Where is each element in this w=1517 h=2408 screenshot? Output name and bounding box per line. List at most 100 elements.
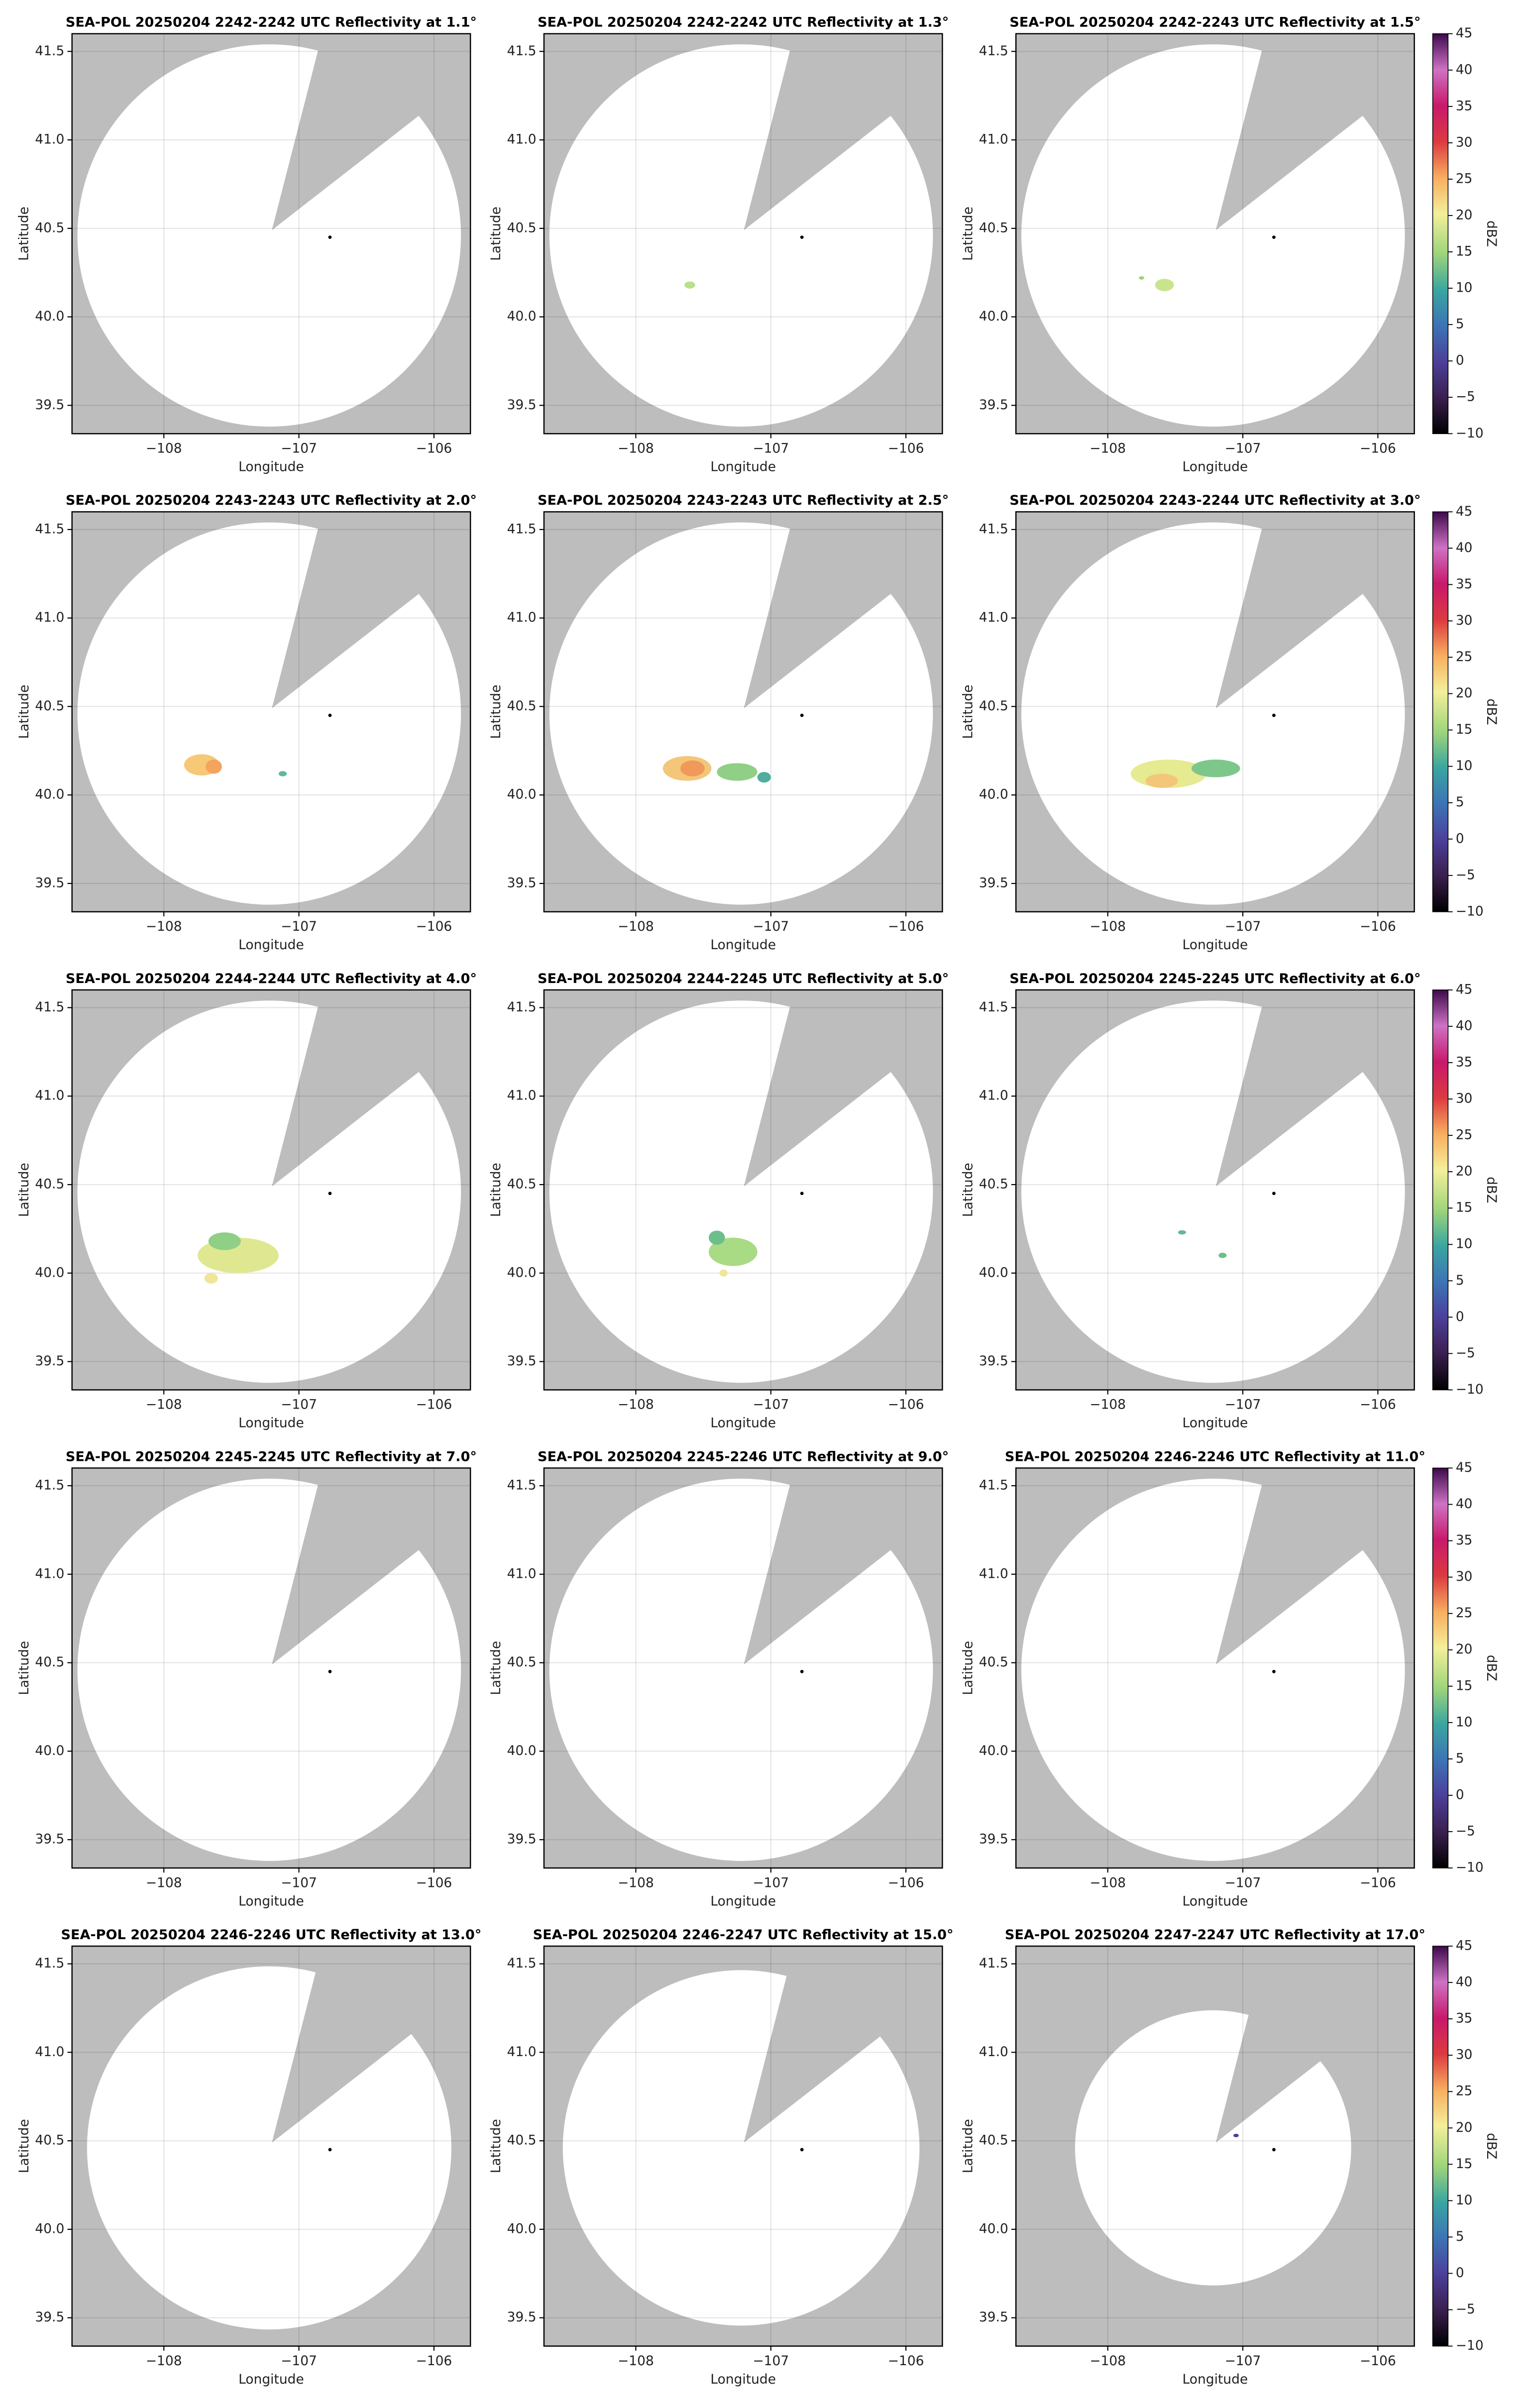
x-tick-label: −108 [1089, 919, 1126, 934]
y-axis-label: Latitude [960, 685, 975, 739]
x-axis-label: Longitude [1183, 1416, 1248, 1431]
colorbar-label: dBZ [1484, 2133, 1499, 2159]
y-tick-label: 39.5 [35, 875, 64, 890]
y-tick-label: 41.0 [35, 610, 64, 625]
blocked-sector [272, 989, 471, 1187]
colorbar-tick-label: −5 [1456, 1823, 1475, 1839]
echo [709, 1230, 725, 1245]
colorbar-tick-label: 15 [1456, 1678, 1473, 1693]
radar-site [328, 2148, 332, 2152]
panel-title: SEA-POL 20250204 2242-2242 UTC Reflectiv… [66, 15, 477, 30]
panel: −108 −107 −10639.540.040.541.041.5SEA-POL … [16, 493, 477, 953]
y-tick-label: 41.0 [507, 1088, 537, 1103]
x-tick-label: −106 [1360, 1875, 1396, 1890]
colorbar-tick-label: 30 [1456, 613, 1473, 628]
echo [1178, 1230, 1187, 1235]
y-axis-label: Latitude [960, 2119, 975, 2173]
panel: −108 −107 −10639.540.040.541.041.5SEA-POL … [960, 493, 1499, 953]
colorbar-tick-label: 20 [1456, 2120, 1473, 2135]
radar-site [1272, 1192, 1276, 1196]
y-tick-label: 41.0 [979, 132, 1008, 147]
colorbar-tick-label: 30 [1456, 2047, 1473, 2063]
x-tick-label: −108 [1089, 441, 1126, 456]
y-tick-label: 40.0 [979, 1265, 1008, 1280]
y-tick-label: 40.0 [507, 309, 537, 324]
colorbar-tick-label: 45 [1456, 1460, 1473, 1475]
blocked-sector [744, 33, 943, 230]
plot-area [1016, 1946, 1414, 2346]
colorbar-tick-label: −10 [1456, 1860, 1484, 1875]
colorbar-tick-label: 5 [1456, 317, 1464, 332]
echo [719, 1269, 728, 1277]
colorbar-tick-label: 40 [1456, 1496, 1473, 1512]
x-tick-label: −106 [416, 1875, 452, 1890]
axes-frame [71, 511, 471, 913]
axes-frame [543, 33, 943, 435]
y-tick-label: 41.5 [35, 1956, 64, 1971]
y-tick-label: 40.0 [507, 1265, 537, 1280]
blocked-sector [272, 1468, 471, 1665]
colorbar-tick-label: 15 [1456, 244, 1473, 259]
colorbar-tick-label: 10 [1456, 2192, 1473, 2208]
y-axis-label: Latitude [488, 685, 504, 739]
y-tick-label: 39.5 [35, 1832, 64, 1847]
echo [1191, 760, 1240, 777]
panel-title: SEA-POL 20250204 2244-2245 UTC Reflectiv… [538, 971, 949, 986]
y-tick-label: 41.5 [507, 999, 537, 1015]
axes-frame [1015, 33, 1415, 435]
y-tick-label: 39.5 [507, 1832, 537, 1847]
panel-title: SEA-POL 20250204 2247-2247 UTC Reflectiv… [1005, 1927, 1425, 1943]
panel: −108 −107 −10639.540.040.541.041.5SEA-POL … [16, 1449, 477, 1909]
plot-area [1016, 989, 1414, 1390]
colorbar-tick-label: 35 [1456, 1532, 1473, 1548]
x-axis-label: Longitude [710, 2372, 776, 2387]
colorbar-tick-label: 30 [1456, 1091, 1473, 1106]
plot-area [72, 989, 471, 1390]
panel-title: SEA-POL 20250204 2242-2242 UTC Reflectiv… [538, 15, 949, 30]
colorbar-tick-label: 30 [1456, 134, 1473, 150]
colorbar-tick-label: 20 [1456, 685, 1473, 701]
x-tick-label: −108 [1089, 1397, 1126, 1413]
radar-site [1272, 2148, 1276, 2152]
echo [717, 763, 758, 781]
panel: −108 −107 −10639.540.040.541.041.5SEA-POL … [16, 15, 477, 475]
x-tick-label: −108 [1089, 2353, 1126, 2369]
panel: −108 −107 −10639.540.040.541.041.5SEA-POL … [960, 1927, 1499, 2387]
colorbar-label: dBZ [1484, 1655, 1499, 1681]
x-axis-label: Longitude [1183, 2372, 1248, 2387]
panel: −108 −107 −10639.540.040.541.041.5SEA-POL … [488, 493, 949, 953]
x-tick-label: −108 [618, 1397, 654, 1413]
y-tick-label: 41.0 [35, 1088, 64, 1103]
y-tick-label: 41.5 [35, 1478, 64, 1493]
x-axis-label: Longitude [1183, 459, 1248, 475]
colorbar-tick-label: 40 [1456, 1974, 1473, 1990]
y-tick-label: 39.5 [35, 2309, 64, 2325]
plot-area [72, 512, 471, 912]
plot-area [543, 1946, 943, 2346]
radar-site [1272, 713, 1276, 717]
colorbar-tick-label: −10 [1456, 903, 1484, 919]
x-axis-label: Longitude [238, 1416, 304, 1431]
y-tick-label: 41.0 [979, 1088, 1008, 1103]
radar-site [1272, 235, 1276, 239]
y-tick-label: 41.0 [35, 1566, 64, 1581]
colorbar-tick-label: 45 [1456, 25, 1473, 41]
colorbar-tick-label: 35 [1456, 576, 1473, 592]
colorbar-tick-label: −5 [1456, 867, 1475, 882]
colorbar [1432, 33, 1449, 435]
y-tick-label: 40.5 [507, 2133, 537, 2148]
y-tick-label: 39.5 [35, 1353, 64, 1369]
x-tick-label: −106 [416, 441, 452, 456]
x-tick-label: −107 [1225, 1875, 1261, 1890]
y-tick-label: 40.0 [507, 787, 537, 802]
radar-site [800, 713, 804, 717]
y-tick-label: 39.5 [979, 1353, 1008, 1369]
echo [278, 771, 287, 776]
y-tick-label: 41.5 [507, 1956, 537, 1971]
x-tick-label: −107 [1225, 1397, 1261, 1413]
colorbar-tick-label: −10 [1456, 1382, 1484, 1397]
y-tick-label: 39.5 [979, 1832, 1008, 1847]
y-axis-label: Latitude [488, 2119, 504, 2173]
plot-area [1016, 1468, 1414, 1868]
